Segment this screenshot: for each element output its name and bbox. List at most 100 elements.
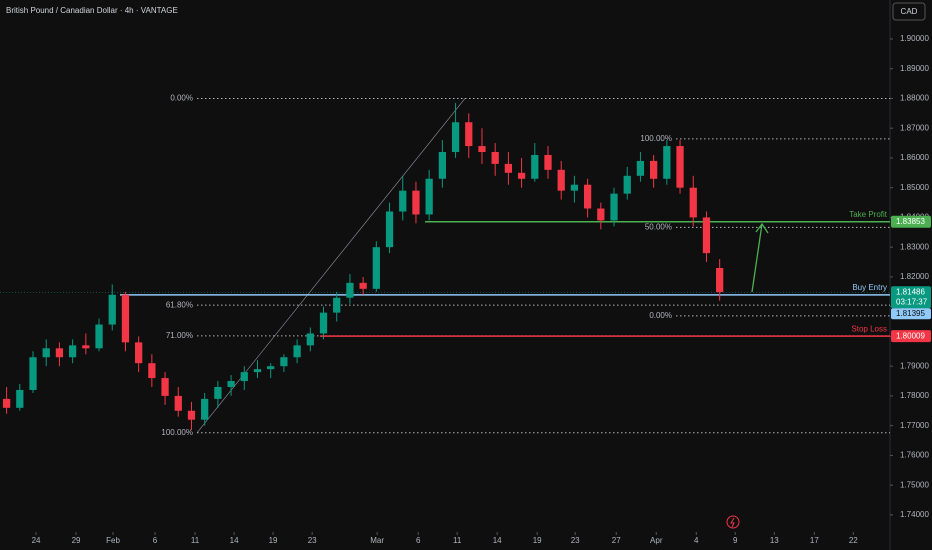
y-tick-label: 1.78000 — [900, 391, 929, 400]
candle-body — [253, 369, 262, 373]
x-tick-label: 19 — [269, 536, 278, 545]
x-tick-label: 11 — [191, 536, 200, 545]
candle-body — [478, 146, 486, 152]
level-name: Stop Loss — [851, 324, 887, 333]
x-tick-label: 17 — [810, 536, 819, 545]
countdown: 03:17:37 — [896, 297, 928, 306]
candle-body — [95, 324, 103, 349]
candle-body — [597, 208, 605, 221]
candle-body — [280, 357, 288, 367]
x-tick-label: 4 — [694, 536, 699, 545]
x-tick-label: 14 — [493, 536, 502, 545]
level-name: Buy Entry — [852, 283, 887, 292]
candle-body — [108, 294, 116, 325]
candle-body — [399, 190, 407, 212]
last-price: 1.81486 — [896, 287, 925, 296]
candle-body — [240, 372, 248, 382]
candle-body — [610, 193, 618, 221]
candle-body — [438, 151, 446, 179]
x-tick-label: 11 — [453, 536, 462, 545]
candle-body — [531, 154, 539, 179]
level-price: 1.80009 — [896, 331, 925, 340]
candle-body — [465, 122, 473, 147]
x-tick-label: 14 — [230, 536, 239, 545]
candle-body — [623, 175, 631, 194]
candle-body — [517, 172, 526, 179]
candle-body — [451, 122, 460, 152]
x-tick-label: 29 — [72, 536, 81, 545]
candle-body — [135, 342, 143, 364]
fib-label: 0.00% — [649, 311, 672, 320]
candle-body — [187, 410, 196, 420]
x-tick-label: 24 — [32, 536, 41, 545]
currency[interactable]: CAD — [901, 7, 918, 16]
candle-body — [544, 154, 552, 170]
candle-body — [82, 345, 90, 349]
icon-bolt[interactable] — [730, 517, 735, 528]
candle-body — [650, 160, 658, 179]
y-tick-label: 1.74000 — [900, 510, 929, 519]
level-price-box — [891, 330, 931, 343]
icon-ring[interactable] — [726, 515, 740, 529]
candle-body — [412, 190, 420, 215]
candle-body — [214, 386, 222, 399]
candle-body — [319, 312, 328, 334]
level-price: 1.81395 — [896, 309, 925, 318]
candle-body — [29, 357, 37, 390]
candle-body — [174, 395, 182, 411]
level-price: 1.83853 — [896, 217, 925, 226]
candle-body — [425, 178, 433, 215]
replay-icon[interactable] — [726, 515, 740, 529]
candle-body — [372, 247, 380, 289]
x-tick-label: Apr — [650, 536, 663, 545]
y-tick-label: 1.86000 — [900, 153, 929, 162]
y-tick-label: 1.77000 — [900, 421, 929, 430]
candle-body — [42, 348, 50, 358]
candle-body — [346, 282, 354, 298]
level-name: Take Profit — [849, 210, 888, 219]
candle-body — [293, 345, 301, 358]
candle-body — [306, 333, 314, 346]
candle-body — [201, 398, 209, 420]
candle-body — [676, 146, 684, 188]
x-tick-label: 19 — [533, 536, 542, 545]
fib-label: 0.00% — [170, 94, 193, 103]
y-tick-label: 1.90000 — [900, 34, 929, 43]
candle-body — [148, 363, 156, 379]
candle-body — [663, 146, 671, 179]
y-tick-label: 1.87000 — [900, 123, 929, 132]
x-tick-label: Mar — [370, 536, 384, 545]
x-tick-label: Feb — [106, 536, 120, 545]
candle-body — [267, 366, 275, 370]
x-tick-label: 13 — [770, 536, 779, 545]
candle-body — [557, 169, 565, 191]
candle-body — [359, 282, 367, 289]
candle-body — [333, 297, 341, 313]
y-tick-label: 1.82000 — [900, 272, 929, 281]
candle-body — [583, 184, 592, 209]
x-tick-label: 6 — [416, 536, 421, 545]
y-tick-label: 1.76000 — [900, 451, 929, 460]
candle-body — [161, 378, 169, 396]
level-price-box — [891, 308, 931, 320]
x-tick-label: 23 — [308, 536, 317, 545]
x-tick-label: 27 — [612, 536, 621, 545]
level-price-box — [891, 215, 931, 228]
candle-body — [68, 345, 77, 358]
candle-body — [570, 184, 579, 191]
candle-body — [491, 151, 499, 164]
candle-body — [55, 348, 64, 358]
x-tick-label: 6 — [153, 536, 158, 545]
candle-body — [504, 163, 513, 173]
y-tick-label: 1.89000 — [900, 64, 929, 73]
fib-label: 50.00% — [645, 223, 672, 232]
candle-body — [227, 381, 235, 387]
x-tick-label: 23 — [571, 536, 580, 545]
candle-body — [16, 389, 24, 408]
currency-button[interactable] — [892, 2, 926, 21]
chart-title: British Pound / Canadian Dollar · 4h · V… — [6, 6, 178, 15]
candle-body — [121, 294, 130, 343]
candle-body — [716, 268, 724, 293]
